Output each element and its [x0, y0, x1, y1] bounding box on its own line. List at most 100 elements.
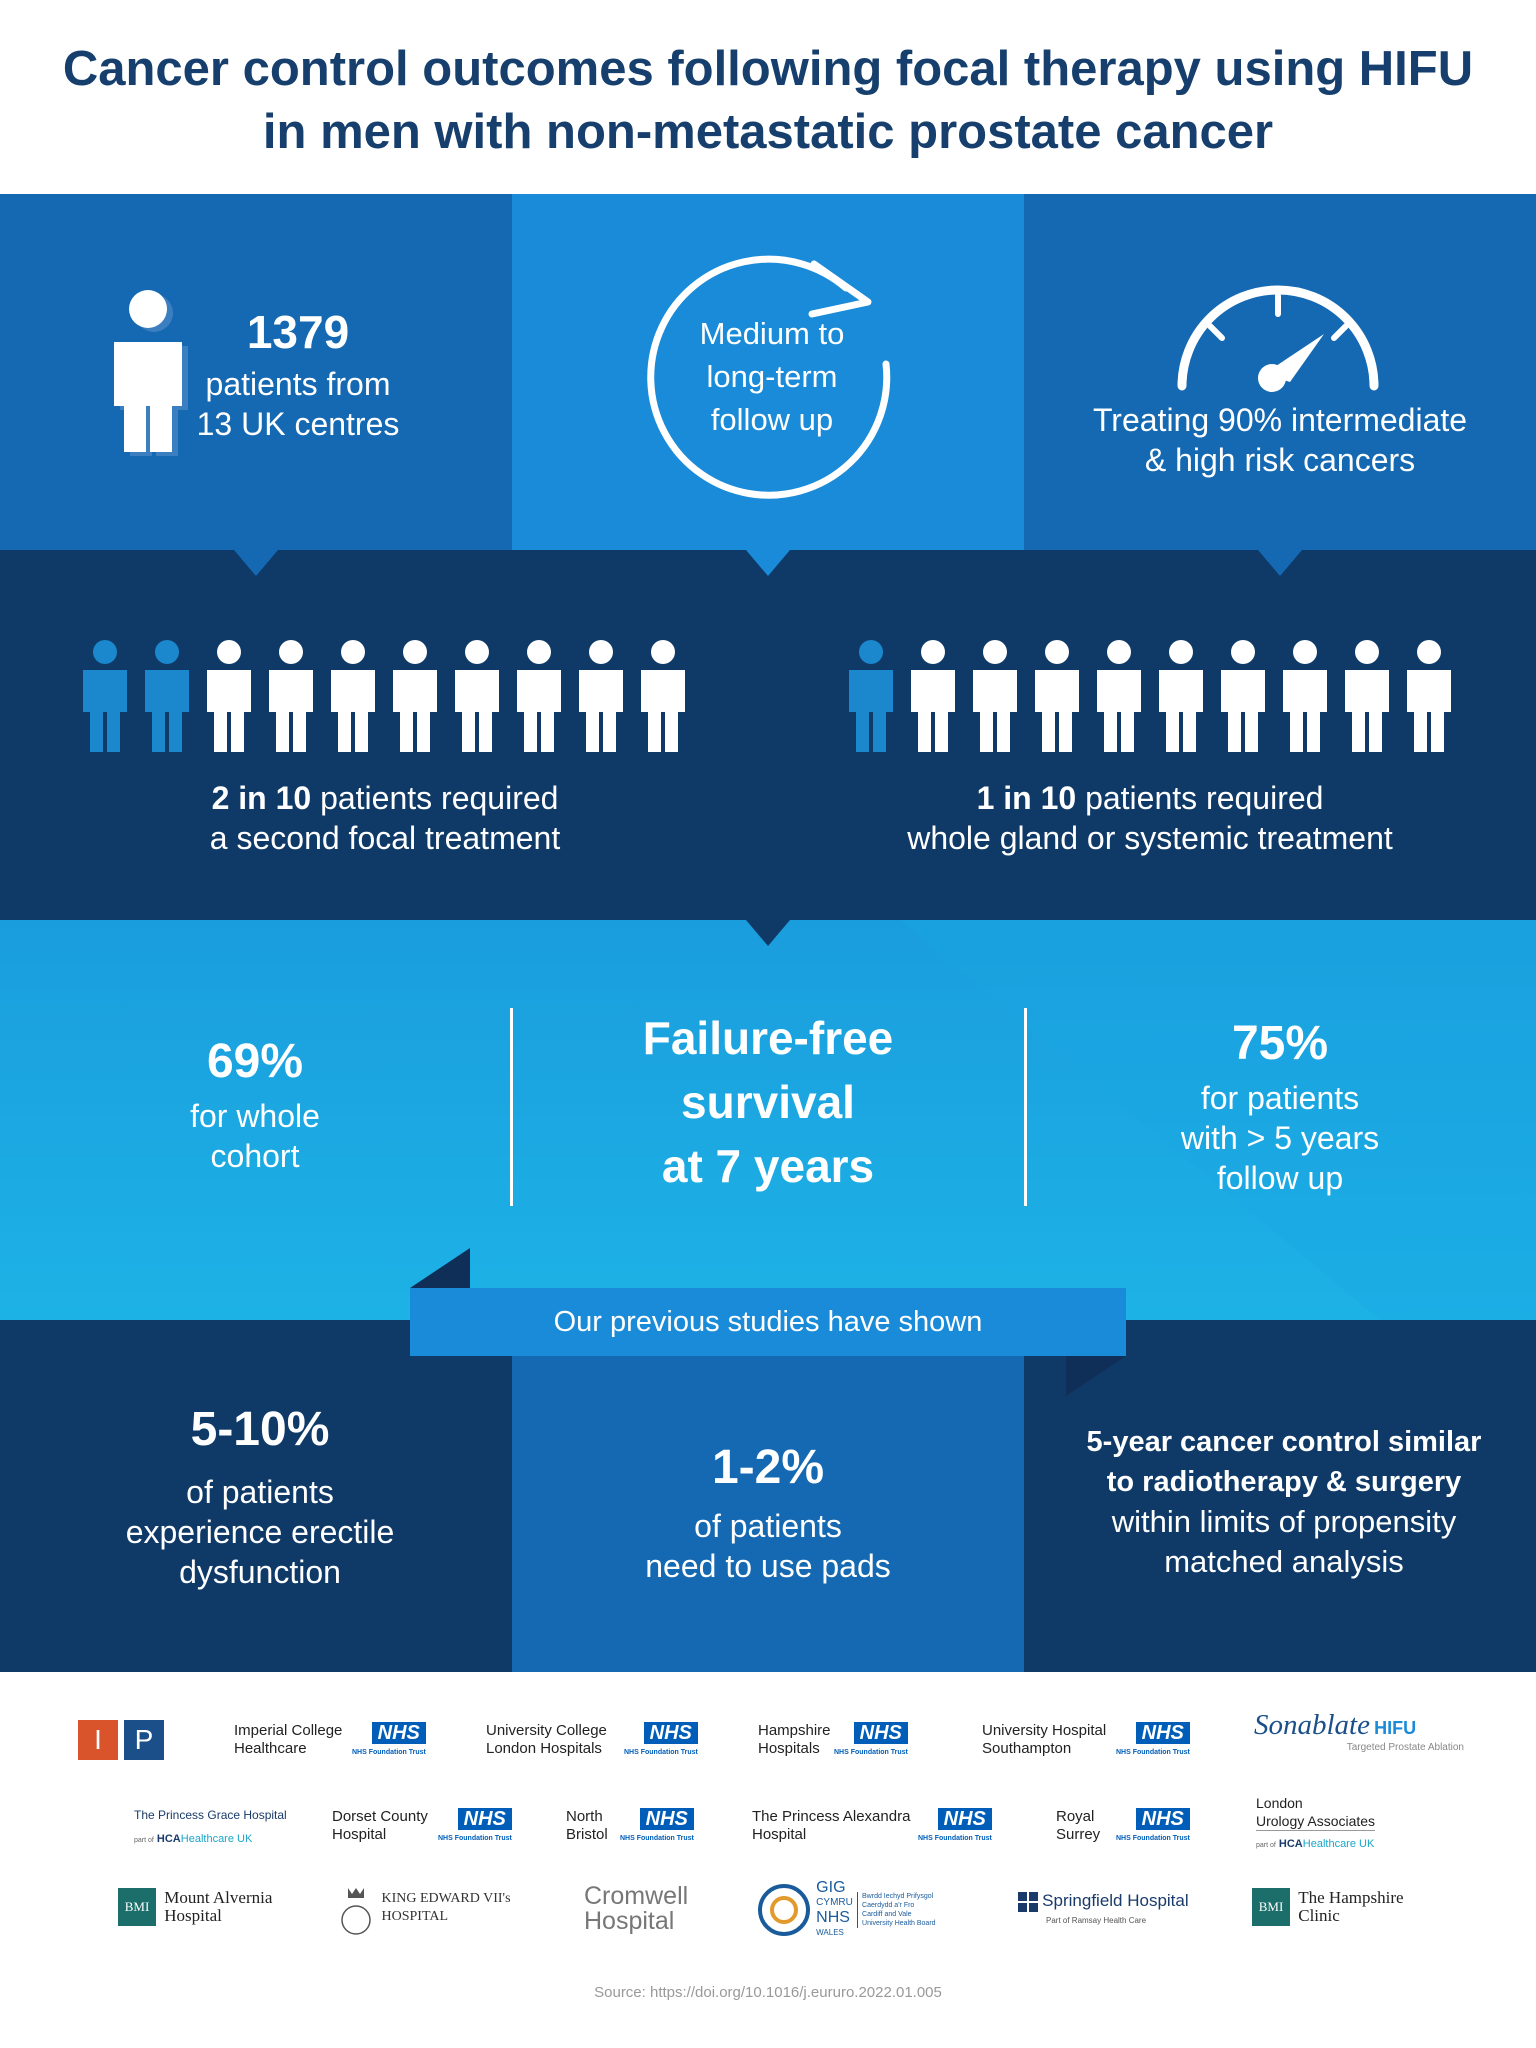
title-line-2: in men with non-metastatic prostate canc…: [262, 105, 1274, 159]
gig-line-3: NHS: [816, 1909, 850, 1926]
person-icon: [1274, 640, 1336, 760]
patients-line-1: patients from: [205, 366, 391, 402]
erectile-line-3: dysfunction: [179, 1554, 341, 1590]
dorset-nhs-badge: NHS NHS Foundation Trust: [438, 1808, 512, 1848]
whole-cohort-text: for whole cohort: [60, 1096, 450, 1176]
figure-row-second-treatment: [74, 640, 694, 760]
risk-line-2: & high risk cancers: [1144, 442, 1416, 478]
second-treatment-rest: patients required: [311, 780, 559, 816]
pads-value: 1-2%: [711, 1441, 825, 1494]
failure-free-line-3: at 7 years: [661, 1140, 875, 1192]
five-year-text: for patients with > 5 years follow up: [1070, 1078, 1490, 1198]
divider-right: [1024, 1008, 1027, 1206]
north-bristol-line-1: North: [566, 1808, 603, 1825]
cancer-control-line-1: within limits of propensity: [1111, 1504, 1457, 1539]
panel-cancer-control: [1024, 1320, 1536, 1672]
five-year-value: 75%: [1231, 1017, 1329, 1070]
london-urology-logo: London Urology Associates part of HCAHea…: [1256, 1794, 1376, 1855]
springfield-logo: Springfield Hospital Part of Ramsay Heal…: [1018, 1892, 1189, 1930]
person-icon: [570, 640, 632, 760]
title-line-1: Cancer control outcomes following focal …: [62, 42, 1474, 96]
ip-logo-i: I: [78, 1720, 118, 1760]
five-year-line-1: for patients: [1200, 1080, 1360, 1116]
source-citation: Source: https://doi.org/10.1016/j.eururo…: [594, 1984, 942, 2001]
cromwell-line-2: Hospital: [584, 1907, 675, 1935]
five-year-line-3: follow up: [1216, 1160, 1344, 1196]
second-treatment-bold: 2 in 10: [211, 780, 312, 816]
ribbon-fold-right: [1066, 1356, 1126, 1396]
figure-row-whole-gland: [840, 640, 1460, 760]
cardiff-line-2: Caerdydd a'r Fro: [862, 1902, 915, 1909]
panel-erectile: [0, 1320, 512, 1672]
mount-line-1: Mount Alvernia: [164, 1888, 273, 1907]
surrey-line-2: Surrey: [1056, 1826, 1101, 1843]
person-icon: [1088, 640, 1150, 760]
patients-line-2: 13 UK centres: [196, 406, 400, 442]
london-uro-line-1: London: [1256, 1795, 1303, 1811]
royal-surrey-nhs-badge: NHS NHS Foundation Trust: [1116, 1808, 1190, 1848]
person-icon-highlighted: [136, 640, 198, 760]
hca-uk: Healthcare UK: [180, 1833, 253, 1845]
princess-grace-logo: The Princess Grace Hospital part of HCAH…: [134, 1806, 287, 1850]
hca-label: HCA: [1278, 1838, 1303, 1850]
notch-survival: [746, 920, 790, 946]
hampshire-logo: Hampshire Hospitals: [758, 1722, 831, 1758]
person-icon: [322, 640, 384, 760]
second-treatment-line-2: a second focal treatment: [209, 820, 561, 856]
five-year-line-2: with > 5 years: [1180, 1120, 1380, 1156]
erectile-line-2: experience erectile: [125, 1514, 395, 1550]
person-icon-highlighted: [840, 640, 902, 760]
person-icon: [1336, 640, 1398, 760]
person-icon: [384, 640, 446, 760]
whole-gland-rest: patients required: [1076, 780, 1324, 816]
ucl-line-2: London Hospitals: [486, 1740, 602, 1757]
previous-studies-label: Our previous studies have shown: [553, 1306, 983, 1338]
kev-line-2: HOSPITAL: [381, 1909, 449, 1924]
hampshire-clinic-line-1: The Hampshire: [1298, 1888, 1404, 1907]
kev-line-1: KING EDWARD VII's: [381, 1891, 511, 1906]
southampton-logo: University Hospital Southampton: [982, 1722, 1106, 1758]
king-edward-crest-icon: [341, 1888, 371, 1935]
whole-gland-bold: 1 in 10: [976, 780, 1077, 816]
nhs-logo: NHS: [853, 1722, 908, 1744]
risk-text: Treating 90% intermediate & high risk ca…: [1040, 400, 1520, 480]
nhs-sub: NHS Foundation Trust: [1116, 1835, 1190, 1842]
imperial-nhs-badge: NHS NHS Foundation Trust: [352, 1722, 426, 1762]
hca-part: part of: [134, 1837, 154, 1844]
nhs-logo: NHS: [371, 1722, 426, 1744]
southampton-nhs-badge: NHS NHS Foundation Trust: [1116, 1722, 1190, 1762]
pads-line-1: of patients: [694, 1508, 842, 1544]
nhs-sub: NHS Foundation Trust: [438, 1835, 512, 1842]
soton-line-1: University Hospital: [982, 1722, 1107, 1739]
nhs-logo: NHS: [937, 1808, 992, 1830]
second-treatment-text: 2 in 10 patients required a second focal…: [60, 778, 710, 858]
king-edward-logo: KING EDWARD VII's HOSPITAL: [338, 1880, 511, 1936]
mount-line-2: Hospital: [164, 1906, 222, 1925]
hca-uk: Healthcare UK: [1302, 1838, 1375, 1850]
sonablate-sub: Targeted Prostate Ablation: [1346, 1742, 1464, 1753]
nhs-logo: NHS: [643, 1722, 698, 1744]
person-icon: [1026, 640, 1088, 760]
hampshire-nhs-badge: NHS NHS Foundation Trust: [834, 1722, 908, 1762]
cancer-control-text: 5-year cancer control similar to radioth…: [1040, 1422, 1528, 1582]
person-icon: [446, 640, 508, 760]
nhs-logo: NHS: [639, 1808, 694, 1830]
north-bristol-nhs-badge: NHS NHS Foundation Trust: [620, 1808, 694, 1848]
nhs-sub: NHS Foundation Trust: [624, 1749, 698, 1756]
dorset-line-2: Hospital: [332, 1826, 387, 1843]
survival-shade: [900, 920, 1536, 1320]
gig-line-4: WALES: [816, 1928, 844, 1937]
ribbon-fold-left: [410, 1248, 470, 1288]
bmi-badge: BMI: [118, 1888, 156, 1926]
failure-free-line-1: Failure-free: [642, 1012, 894, 1064]
nhs-sub: NHS Foundation Trust: [620, 1835, 694, 1842]
gig-line-1: GIG: [816, 1879, 846, 1896]
gig-cymru-logo: GIG CYMRU NHS WALES Bwrdd Iechyd Prifysg…: [756, 1880, 936, 1940]
springfield-name: Springfield Hospital: [1042, 1891, 1189, 1910]
imperial-logo: Imperial College Healthcare: [234, 1722, 342, 1758]
imperial-line-2: Healthcare: [234, 1740, 307, 1757]
cardiff-line-4: University Health Board: [862, 1920, 936, 1927]
failure-free-line-2: survival: [681, 1076, 855, 1128]
imperial-line-1: Imperial College: [234, 1722, 343, 1739]
bmi-badge: BMI: [1252, 1888, 1290, 1926]
